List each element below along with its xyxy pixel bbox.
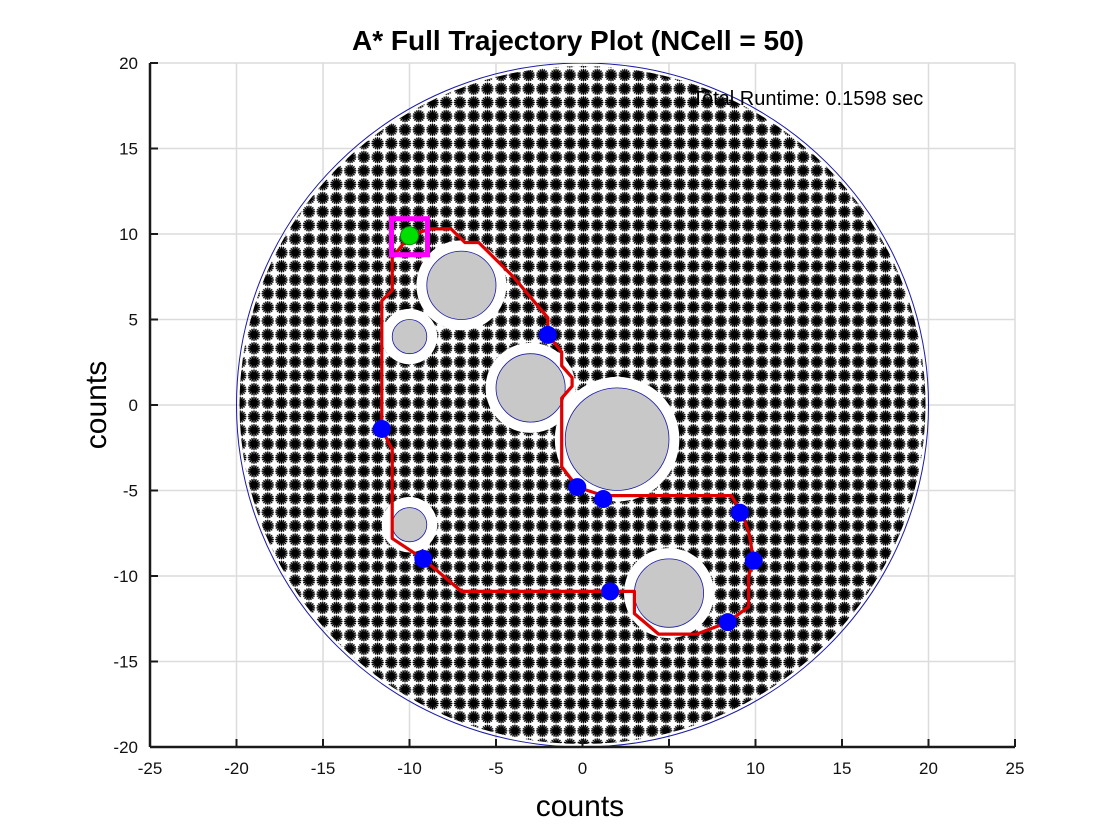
- plot-layer: [236, 63, 929, 747]
- x-tick-label: 25: [1006, 759, 1025, 778]
- x-tick-label: 5: [664, 759, 673, 778]
- x-tick-label: -5: [488, 759, 503, 778]
- goal-marker: [389, 216, 430, 258]
- obstacle: [495, 353, 566, 423]
- obstacle: [634, 558, 705, 628]
- y-tick-label: -10: [113, 567, 138, 586]
- chart-title: A* Full Trajectory Plot (NCell = 50): [352, 25, 804, 56]
- x-tick-label: 10: [746, 759, 765, 778]
- tick-labels: -25 -20 -15 -10 -5 0 5 10 15 20 25-20-15-10-505101…: [113, 54, 1024, 778]
- obstacle: [391, 507, 428, 543]
- y-axis-label: counts: [80, 361, 113, 449]
- obstacle: [426, 250, 497, 320]
- y-tick-label: -15: [113, 653, 138, 672]
- x-tick-label: -25: [138, 759, 163, 778]
- y-tick-label: 0: [129, 396, 138, 415]
- y-tick-label: 20: [119, 54, 138, 73]
- waypoint-marker: [730, 503, 749, 522]
- y-tick-label: -20: [113, 738, 138, 757]
- waypoint-marker: [601, 582, 620, 601]
- x-tick-label: -10: [397, 759, 422, 778]
- axes-frame: [148, 62, 1016, 749]
- waypoint-marker: [718, 613, 737, 632]
- runtime-annotation: Total Runtime: 0.1598 sec: [692, 88, 923, 110]
- workspace-boundary: [236, 63, 929, 747]
- obstacle: [391, 319, 428, 355]
- y-tick-label: 10: [119, 225, 138, 244]
- obstacle: [564, 387, 670, 491]
- start-marker: [400, 226, 419, 246]
- x-tick-label: 15: [833, 759, 852, 778]
- y-tick-label: 15: [119, 140, 138, 159]
- waypoint-marker: [568, 478, 587, 497]
- waypoint-marker: [414, 549, 433, 568]
- waypoint-marker: [372, 419, 391, 438]
- x-tick-label: -20: [224, 759, 249, 778]
- x-axis-label: counts: [536, 790, 624, 823]
- waypoint-marker: [744, 551, 763, 570]
- trajectory-path: [380, 227, 756, 636]
- waypoint-marker: [594, 490, 613, 509]
- x-tick-label: -15: [311, 759, 336, 778]
- y-tick-label: 5: [129, 311, 138, 330]
- waypoint-marker: [538, 325, 557, 344]
- y-tick-label: -5: [123, 482, 138, 501]
- x-tick-label: 0: [578, 759, 587, 778]
- x-tick-label: 20: [919, 759, 938, 778]
